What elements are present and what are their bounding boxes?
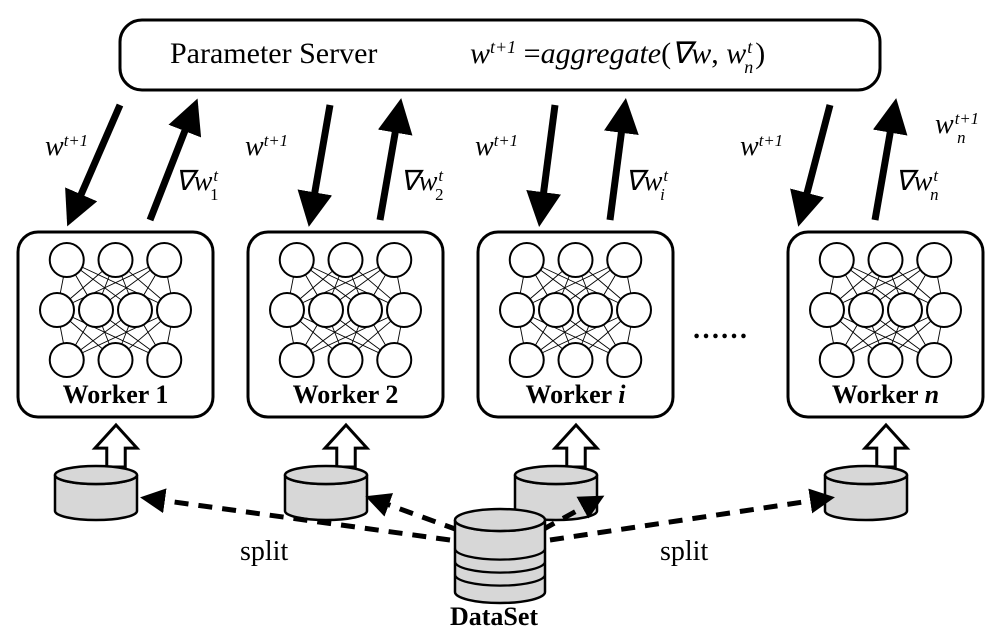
w-t1-label: wt+1 xyxy=(245,131,288,163)
nn-node xyxy=(820,243,854,277)
nn-node xyxy=(50,243,84,277)
nn-node xyxy=(329,343,363,377)
worker-label: Worker 1 xyxy=(63,380,169,409)
grad-w-label: ∇wti xyxy=(625,166,668,204)
nn-node xyxy=(157,293,191,327)
nn-node xyxy=(79,293,113,327)
nn-node xyxy=(329,243,363,277)
cylinder-top xyxy=(515,466,597,484)
split-label: split xyxy=(660,536,708,567)
nn-node xyxy=(99,243,133,277)
nn-node xyxy=(40,293,74,327)
nn-node xyxy=(559,343,593,377)
nn-node xyxy=(270,293,304,327)
w-t1-label: wt+1 xyxy=(740,131,783,163)
worker-label: Worker i xyxy=(526,380,627,409)
nn-node xyxy=(869,343,903,377)
cylinder-top xyxy=(55,466,137,484)
data-up-arrow-icon xyxy=(325,425,367,467)
nn-node xyxy=(500,293,534,327)
worker-label: Worker 2 xyxy=(293,380,399,409)
nn-node xyxy=(849,293,883,327)
nn-node xyxy=(888,293,922,327)
nn-node xyxy=(377,343,411,377)
nn-node xyxy=(387,293,421,327)
cylinder-body xyxy=(455,520,545,603)
nn-node xyxy=(377,243,411,277)
nn-node xyxy=(869,243,903,277)
ps-to-worker-arrow xyxy=(800,105,830,220)
nn-node xyxy=(280,243,314,277)
data-up-arrow-icon xyxy=(555,425,597,467)
ps-to-worker-arrow xyxy=(310,105,330,220)
worker-to-ps-arrow xyxy=(150,105,195,220)
nn-node xyxy=(510,343,544,377)
nn-node xyxy=(280,343,314,377)
data-up-arrow-icon xyxy=(95,425,137,467)
ps-to-worker-arrow xyxy=(540,105,555,220)
nn-node xyxy=(917,343,951,377)
data-up-arrow-icon xyxy=(865,425,907,467)
nn-node xyxy=(810,293,844,327)
nn-node xyxy=(607,243,641,277)
worker-to-ps-arrow xyxy=(380,105,400,220)
nn-node xyxy=(118,293,152,327)
cylinder-top xyxy=(285,466,367,484)
ps-to-worker-arrow xyxy=(70,105,120,220)
nn-node xyxy=(309,293,343,327)
dataset-split-arrow xyxy=(370,498,458,530)
worker-to-ps-arrow xyxy=(875,105,895,220)
nn-node xyxy=(559,243,593,277)
nn-node xyxy=(917,243,951,277)
grad-w-label: ∇wt2 xyxy=(400,166,443,204)
nn-node xyxy=(50,343,84,377)
nn-node xyxy=(820,343,854,377)
nn-node xyxy=(578,293,612,327)
nn-node xyxy=(99,343,133,377)
nn-node xyxy=(348,293,382,327)
cylinder-top xyxy=(455,509,545,531)
grad-w-label: ∇wtn xyxy=(895,166,938,204)
split-label: split xyxy=(240,536,288,567)
nn-node xyxy=(539,293,573,327)
worker-label: Worker n xyxy=(832,380,939,409)
nn-node xyxy=(617,293,651,327)
w-n-t1-label: wt+1n xyxy=(935,109,979,147)
nn-node xyxy=(147,243,181,277)
w-t1-label: wt+1 xyxy=(45,131,88,163)
workers-ellipsis: …… xyxy=(692,314,748,345)
w-t1-label: wt+1 xyxy=(475,131,518,163)
nn-node xyxy=(147,343,181,377)
grad-w-label: ∇wt1 xyxy=(175,166,218,204)
nn-node xyxy=(927,293,961,327)
parameter-server-label: Parameter Server xyxy=(170,37,377,70)
nn-node xyxy=(607,343,641,377)
nn-node xyxy=(510,243,544,277)
cylinder-top xyxy=(825,466,907,484)
dataset-label: DataSet xyxy=(450,602,538,631)
worker-to-ps-arrow xyxy=(610,105,625,220)
